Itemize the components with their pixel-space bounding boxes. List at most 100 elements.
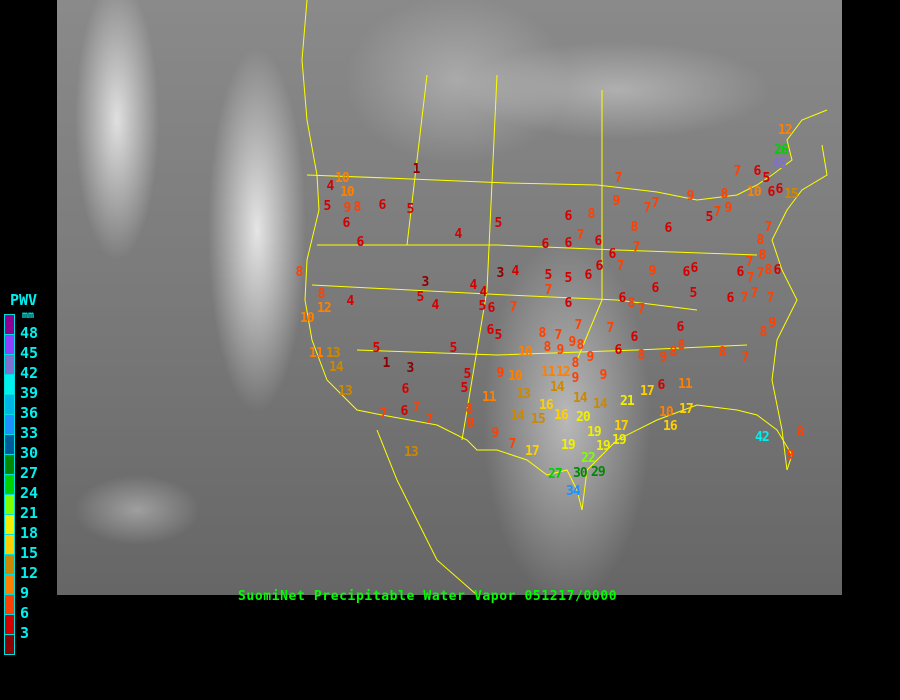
boundary-lines bbox=[301, 0, 828, 595]
station-pwv-value: 7 bbox=[733, 163, 742, 179]
station-pwv-value: 9 bbox=[568, 334, 577, 350]
station-pwv-value: 20 bbox=[576, 409, 591, 425]
legend-label: 18 bbox=[20, 524, 39, 542]
legend-label: 42 bbox=[20, 364, 39, 382]
station-pwv-value: 8 bbox=[759, 324, 768, 340]
station-pwv-value: 9 bbox=[686, 188, 695, 204]
station-pwv-value: 7 bbox=[544, 282, 553, 298]
state-line bbox=[576, 90, 603, 361]
station-pwv-value: 30 bbox=[573, 465, 588, 481]
legend-label: 3 bbox=[20, 624, 30, 642]
station-pwv-value: 6 bbox=[657, 377, 666, 393]
station-pwv-value: 14 bbox=[329, 359, 344, 375]
legend-title: PWV bbox=[10, 291, 38, 309]
legend-swatch bbox=[4, 455, 15, 475]
station-pwv-value: 6 bbox=[690, 260, 699, 276]
station-pwv-value: 9 bbox=[571, 370, 580, 386]
legend-label: 30 bbox=[20, 444, 39, 462]
legend-swatch bbox=[4, 375, 15, 395]
station-pwv-value: 7 bbox=[509, 299, 518, 315]
legend-swatch bbox=[4, 515, 15, 535]
station-pwv-value: 7 bbox=[764, 219, 773, 235]
legend-label: 21 bbox=[20, 504, 39, 522]
station-pwv-value: 5 bbox=[564, 270, 573, 286]
station-pwv-value: 7 bbox=[756, 265, 765, 281]
legend-swatch bbox=[4, 595, 15, 615]
station-pwv-value: 6 bbox=[564, 235, 573, 251]
gulf-coast bbox=[581, 404, 793, 511]
station-pwv-value: 5 bbox=[762, 170, 771, 186]
station-pwv-value: 12 bbox=[556, 364, 571, 380]
station-pwv-value: 19 bbox=[612, 432, 627, 448]
legend-label: 45 bbox=[20, 344, 39, 362]
station-pwv-value: 6 bbox=[487, 300, 496, 316]
station-pwv-value: 8 bbox=[637, 347, 646, 363]
station-pwv-value: 3 bbox=[496, 265, 505, 281]
station-pwv-value: 8 bbox=[677, 337, 686, 353]
station-pwv-value: 8 bbox=[538, 325, 547, 341]
station-pwv-value: 8 bbox=[758, 247, 767, 263]
station-pwv-value: 9 bbox=[768, 315, 777, 331]
station-pwv-value: 13 bbox=[516, 386, 531, 402]
station-pwv-value: 5 bbox=[372, 340, 381, 356]
station-pwv-value: 8 bbox=[571, 355, 580, 371]
legend-label: 24 bbox=[20, 484, 39, 502]
station-pwv-value: 5 bbox=[494, 215, 503, 231]
station-pwv-value: 3 bbox=[406, 360, 415, 376]
station-pwv-value: 12 bbox=[317, 300, 332, 316]
station-pwv-value: 9 bbox=[724, 200, 733, 216]
legend-swatch bbox=[4, 555, 15, 575]
station-pwv-value: 10 bbox=[747, 184, 762, 200]
station-pwv-value: 7 bbox=[616, 258, 625, 274]
state-line bbox=[356, 344, 748, 356]
station-pwv-value: 10 bbox=[508, 368, 523, 384]
station-pwv-value: 12 bbox=[778, 122, 793, 138]
mexico-coast bbox=[376, 429, 478, 595]
station-pwv-value: 8 bbox=[627, 295, 636, 311]
satellite-map: 1 10 10 4 9 5 8 6 6 5 6 4 5 8 8 12 4 3 5 4 3 4 4 4 5 6 6 5 10 11 13 14 1… bbox=[57, 0, 842, 595]
station-pwv-value: 6 bbox=[486, 322, 495, 338]
state-line bbox=[317, 244, 758, 256]
station-pwv-value: 1 bbox=[412, 161, 421, 177]
station-pwv-value: 7 bbox=[643, 200, 652, 216]
legend-swatch bbox=[4, 495, 15, 515]
station-pwv-value: 14 bbox=[593, 396, 608, 412]
station-pwv-value: 7 bbox=[508, 436, 517, 452]
station-pwv-value: 7 bbox=[412, 399, 421, 415]
legend-swatch bbox=[4, 615, 15, 635]
station-pwv-value: 6 bbox=[564, 208, 573, 224]
station-pwv-value: 8 bbox=[718, 344, 727, 360]
legend-label: 12 bbox=[20, 564, 39, 582]
station-pwv-value: 8 bbox=[353, 199, 362, 215]
station-pwv-value: 42 bbox=[755, 429, 770, 445]
station-pwv-value: 5 bbox=[705, 209, 714, 225]
legend-swatch bbox=[4, 355, 15, 375]
station-pwv-value: 4 bbox=[469, 277, 478, 293]
station-pwv-value: 8 bbox=[466, 415, 475, 431]
station-pwv-value: 19 bbox=[561, 437, 576, 453]
legend-label: 9 bbox=[20, 584, 30, 602]
station-pwv-value: 7 bbox=[745, 254, 754, 270]
station-pwv-value: 19 bbox=[587, 424, 602, 440]
station-pwv-value: 9 bbox=[586, 349, 595, 365]
station-pwv-value: 26 bbox=[774, 142, 789, 158]
station-pwv-value: 6 bbox=[753, 163, 762, 179]
station-pwv-value: 7 bbox=[746, 270, 755, 286]
station-pwv-value: 29 bbox=[591, 464, 606, 480]
station-pwv-value: 11 bbox=[309, 345, 324, 361]
station-pwv-value: 6 bbox=[664, 220, 673, 236]
station-pwv-value: 11 bbox=[541, 364, 556, 380]
station-pwv-value: 9 bbox=[659, 349, 668, 365]
station-pwv-value: 8 bbox=[543, 339, 552, 355]
station-pwv-value: 5 bbox=[478, 298, 487, 314]
station-pwv-value: 6 bbox=[773, 262, 782, 278]
station-pwv-value: 6 bbox=[594, 233, 603, 249]
station-pwv-value: 13 bbox=[404, 444, 419, 460]
west-coast bbox=[301, 0, 383, 416]
station-pwv-value: 5 bbox=[544, 267, 553, 283]
station-pwv-value: 6 bbox=[682, 264, 691, 280]
station-pwv-value: 4 bbox=[479, 284, 488, 300]
station-pwv-value: 7 bbox=[637, 301, 646, 317]
station-pwv-value: 1 bbox=[382, 355, 391, 371]
legend-label: 27 bbox=[20, 464, 39, 482]
